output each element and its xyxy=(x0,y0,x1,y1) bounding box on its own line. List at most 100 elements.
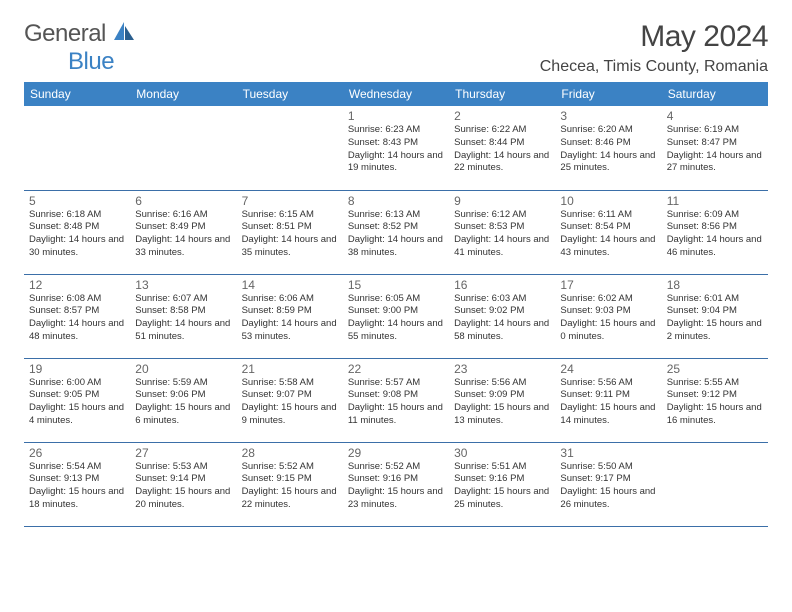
sunset-text: Sunset: 9:09 PM xyxy=(454,389,550,402)
daylight-text: Daylight: 14 hours and 53 minutes. xyxy=(242,318,338,344)
day-cell: 6Sunrise: 6:16 AMSunset: 8:49 PMDaylight… xyxy=(130,190,236,274)
day-cell xyxy=(662,442,768,526)
day-number: 21 xyxy=(242,362,338,376)
sunset-text: Sunset: 9:16 PM xyxy=(454,473,550,486)
daylight-text: Daylight: 15 hours and 13 minutes. xyxy=(454,402,550,428)
day-header-cell: Friday xyxy=(555,82,661,106)
day-cell xyxy=(237,106,343,190)
sunrise-text: Sunrise: 6:18 AM xyxy=(29,209,125,222)
sunrise-text: Sunrise: 5:57 AM xyxy=(348,377,444,390)
sunset-text: Sunset: 9:02 PM xyxy=(454,305,550,318)
sunset-text: Sunset: 9:07 PM xyxy=(242,389,338,402)
day-number: 5 xyxy=(29,194,125,208)
daylight-text: Daylight: 15 hours and 23 minutes. xyxy=(348,486,444,512)
day-number: 2 xyxy=(454,109,550,123)
sunset-text: Sunset: 9:00 PM xyxy=(348,305,444,318)
sunrise-text: Sunrise: 6:22 AM xyxy=(454,124,550,137)
day-header-cell: Thursday xyxy=(449,82,555,106)
day-cell: 16Sunrise: 6:03 AMSunset: 9:02 PMDayligh… xyxy=(449,274,555,358)
day-cell: 30Sunrise: 5:51 AMSunset: 9:16 PMDayligh… xyxy=(449,442,555,526)
sunrise-text: Sunrise: 5:52 AM xyxy=(348,461,444,474)
daylight-text: Daylight: 15 hours and 25 minutes. xyxy=(454,486,550,512)
sunrise-text: Sunrise: 6:03 AM xyxy=(454,293,550,306)
page: General Blue May 2024 Checea, Timis Coun… xyxy=(0,0,792,547)
day-cell: 3Sunrise: 6:20 AMSunset: 8:46 PMDaylight… xyxy=(555,106,661,190)
day-number: 3 xyxy=(560,109,656,123)
daylight-text: Daylight: 14 hours and 38 minutes. xyxy=(348,234,444,260)
day-cell: 14Sunrise: 6:06 AMSunset: 8:59 PMDayligh… xyxy=(237,274,343,358)
sunrise-text: Sunrise: 6:19 AM xyxy=(667,124,763,137)
sunrise-text: Sunrise: 6:07 AM xyxy=(135,293,231,306)
sunrise-text: Sunrise: 5:52 AM xyxy=(242,461,338,474)
daylight-text: Daylight: 14 hours and 55 minutes. xyxy=(348,318,444,344)
sunset-text: Sunset: 8:44 PM xyxy=(454,137,550,150)
day-number: 12 xyxy=(29,278,125,292)
sunset-text: Sunset: 9:05 PM xyxy=(29,389,125,402)
day-number: 9 xyxy=(454,194,550,208)
day-cell: 28Sunrise: 5:52 AMSunset: 9:15 PMDayligh… xyxy=(237,442,343,526)
day-number: 23 xyxy=(454,362,550,376)
daylight-text: Daylight: 15 hours and 0 minutes. xyxy=(560,318,656,344)
daylight-text: Daylight: 15 hours and 22 minutes. xyxy=(242,486,338,512)
day-number: 27 xyxy=(135,446,231,460)
daylight-text: Daylight: 15 hours and 2 minutes. xyxy=(667,318,763,344)
day-number: 6 xyxy=(135,194,231,208)
day-header-row: SundayMondayTuesdayWednesdayThursdayFrid… xyxy=(24,82,768,106)
sunset-text: Sunset: 9:17 PM xyxy=(560,473,656,486)
day-cell: 10Sunrise: 6:11 AMSunset: 8:54 PMDayligh… xyxy=(555,190,661,274)
sunrise-text: Sunrise: 6:13 AM xyxy=(348,209,444,222)
day-number: 10 xyxy=(560,194,656,208)
title-block: May 2024 Checea, Timis County, Romania xyxy=(540,20,768,76)
daylight-text: Daylight: 14 hours and 43 minutes. xyxy=(560,234,656,260)
sunset-text: Sunset: 9:08 PM xyxy=(348,389,444,402)
month-title: May 2024 xyxy=(540,20,768,54)
day-number: 7 xyxy=(242,194,338,208)
sunrise-text: Sunrise: 6:16 AM xyxy=(135,209,231,222)
sunrise-text: Sunrise: 5:58 AM xyxy=(242,377,338,390)
day-header-cell: Tuesday xyxy=(237,82,343,106)
day-number: 1 xyxy=(348,109,444,123)
day-cell xyxy=(130,106,236,190)
calendar-body: 1Sunrise: 6:23 AMSunset: 8:43 PMDaylight… xyxy=(24,106,768,526)
sunrise-text: Sunrise: 5:53 AM xyxy=(135,461,231,474)
day-cell: 9Sunrise: 6:12 AMSunset: 8:53 PMDaylight… xyxy=(449,190,555,274)
week-row: 26Sunrise: 5:54 AMSunset: 9:13 PMDayligh… xyxy=(24,442,768,526)
day-cell xyxy=(24,106,130,190)
week-row: 1Sunrise: 6:23 AMSunset: 8:43 PMDaylight… xyxy=(24,106,768,190)
sunset-text: Sunset: 8:43 PM xyxy=(348,137,444,150)
day-number: 20 xyxy=(135,362,231,376)
sunrise-text: Sunrise: 5:55 AM xyxy=(667,377,763,390)
day-cell: 27Sunrise: 5:53 AMSunset: 9:14 PMDayligh… xyxy=(130,442,236,526)
sunrise-text: Sunrise: 5:56 AM xyxy=(454,377,550,390)
daylight-text: Daylight: 14 hours and 51 minutes. xyxy=(135,318,231,344)
sunrise-text: Sunrise: 6:15 AM xyxy=(242,209,338,222)
daylight-text: Daylight: 15 hours and 6 minutes. xyxy=(135,402,231,428)
sunrise-text: Sunrise: 6:11 AM xyxy=(560,209,656,222)
day-cell: 13Sunrise: 6:07 AMSunset: 8:58 PMDayligh… xyxy=(130,274,236,358)
sunset-text: Sunset: 8:47 PM xyxy=(667,137,763,150)
sunrise-text: Sunrise: 5:50 AM xyxy=(560,461,656,474)
logo: General Blue xyxy=(24,20,136,76)
header: General Blue May 2024 Checea, Timis Coun… xyxy=(24,20,768,76)
sunrise-text: Sunrise: 6:05 AM xyxy=(348,293,444,306)
day-cell: 2Sunrise: 6:22 AMSunset: 8:44 PMDaylight… xyxy=(449,106,555,190)
daylight-text: Daylight: 15 hours and 18 minutes. xyxy=(29,486,125,512)
day-number: 16 xyxy=(454,278,550,292)
calendar-table: SundayMondayTuesdayWednesdayThursdayFrid… xyxy=(24,82,768,527)
sunset-text: Sunset: 8:48 PM xyxy=(29,221,125,234)
day-header-cell: Sunday xyxy=(24,82,130,106)
day-cell: 26Sunrise: 5:54 AMSunset: 9:13 PMDayligh… xyxy=(24,442,130,526)
daylight-text: Daylight: 15 hours and 11 minutes. xyxy=(348,402,444,428)
daylight-text: Daylight: 14 hours and 25 minutes. xyxy=(560,150,656,176)
daylight-text: Daylight: 15 hours and 16 minutes. xyxy=(667,402,763,428)
sunset-text: Sunset: 8:51 PM xyxy=(242,221,338,234)
sunrise-text: Sunrise: 6:20 AM xyxy=(560,124,656,137)
sunset-text: Sunset: 9:06 PM xyxy=(135,389,231,402)
daylight-text: Daylight: 15 hours and 9 minutes. xyxy=(242,402,338,428)
sunset-text: Sunset: 8:57 PM xyxy=(29,305,125,318)
day-cell: 15Sunrise: 6:05 AMSunset: 9:00 PMDayligh… xyxy=(343,274,449,358)
day-number: 4 xyxy=(667,109,763,123)
day-number: 13 xyxy=(135,278,231,292)
sunset-text: Sunset: 8:54 PM xyxy=(560,221,656,234)
logo-sail-icon xyxy=(114,22,136,42)
